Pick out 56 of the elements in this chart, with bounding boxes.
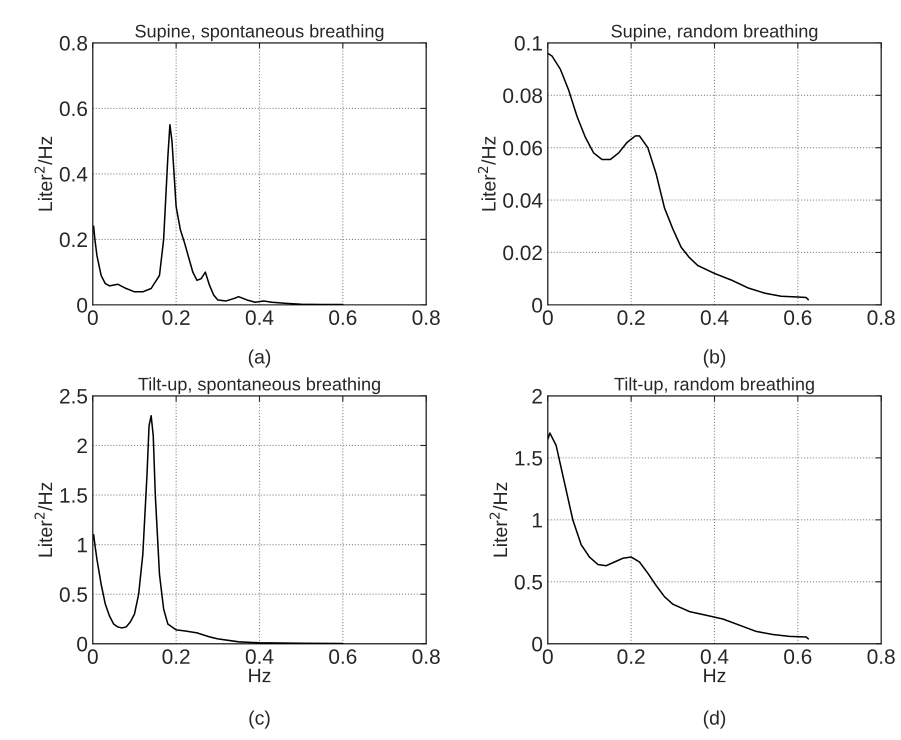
y-axis-title: Liter$^{2}$/Hz <box>34 482 52 556</box>
x-tick-label: 0 <box>542 310 553 326</box>
y-tick-label: 0.4 <box>60 166 88 182</box>
y-tick-label: 0.5 <box>514 574 542 590</box>
x-tick-label: 0.4 <box>700 310 728 326</box>
y-tick-label: 0 <box>77 636 88 652</box>
chart-title: Tilt-up, random breathing <box>614 377 814 394</box>
y-tick-label: 1 <box>78 538 87 552</box>
chart-title: Tilt-up, spontaneous breathing <box>138 377 380 394</box>
x-tick-label: 0 <box>542 649 553 664</box>
x-tick-label: 0.8 <box>868 310 895 326</box>
y-tick-label: 0.6 <box>60 101 88 116</box>
text: (a) <box>248 349 270 368</box>
x-tick-label: 0.8 <box>412 310 440 326</box>
x-tick-label: 0.6 <box>329 310 356 326</box>
y-tick-label: 2 <box>77 438 87 454</box>
y-axis-title: Liter$^{2}$/Hz <box>34 136 52 211</box>
x-tick-label: 0.2 <box>162 310 190 326</box>
x-tick-label: 0.6 <box>784 310 812 326</box>
y-tick-label: 1.5 <box>516 451 542 466</box>
x-tick-label: 0.2 <box>162 649 190 664</box>
x-axis-title: Hz <box>704 668 726 682</box>
y-tick-label: 0.1 <box>514 36 542 51</box>
y-tick-label: 0.02 <box>503 245 542 260</box>
chart-title: Supine, random breathing <box>611 24 818 42</box>
x-tick-label: 0.8 <box>412 649 440 664</box>
x-tick-label: 0.6 <box>329 649 356 664</box>
y-tick-label: 2 <box>532 388 542 404</box>
y-tick-label: 0.08 <box>503 88 542 104</box>
text: (b) <box>704 349 726 368</box>
y-tick-label: 0 <box>532 636 542 652</box>
y-tick-label: 0.06 <box>503 140 542 156</box>
y-tick-label: 0.2 <box>60 232 87 248</box>
y-axis-title: Liter$^{2}$/Hz <box>489 482 508 556</box>
x-tick-label: 0.4 <box>246 649 274 664</box>
y-tick-label: 0.8 <box>60 36 88 51</box>
y-tick-label: 0 <box>532 298 542 313</box>
y-tick-label: 0.5 <box>60 587 88 602</box>
y-tick-label: 1.5 <box>60 488 88 503</box>
text: (c) <box>249 710 270 729</box>
x-tick-label: 0.4 <box>700 649 728 664</box>
chart-title: Supine, spontaneous breathing <box>135 24 384 42</box>
x-axis-title: Hz <box>249 668 270 682</box>
y-tick-label: 0 <box>77 298 88 313</box>
x-tick-label: 0.2 <box>617 310 645 326</box>
text: (d) <box>704 710 726 729</box>
x-tick-label: 0.6 <box>784 649 812 664</box>
x-tick-label: 0.4 <box>246 310 274 326</box>
y-tick-label: 1 <box>532 513 542 528</box>
y-tick-label: 2.5 <box>60 388 88 404</box>
x-tick-label: 0.8 <box>868 649 895 664</box>
y-axis-title: Liter$^{2}$/Hz <box>478 136 496 211</box>
x-tick-label: 0.2 <box>617 649 645 664</box>
x-tick-label: 0 <box>88 310 98 326</box>
x-tick-label: 0 <box>88 649 98 664</box>
y-tick-label: 0.04 <box>503 193 542 208</box>
